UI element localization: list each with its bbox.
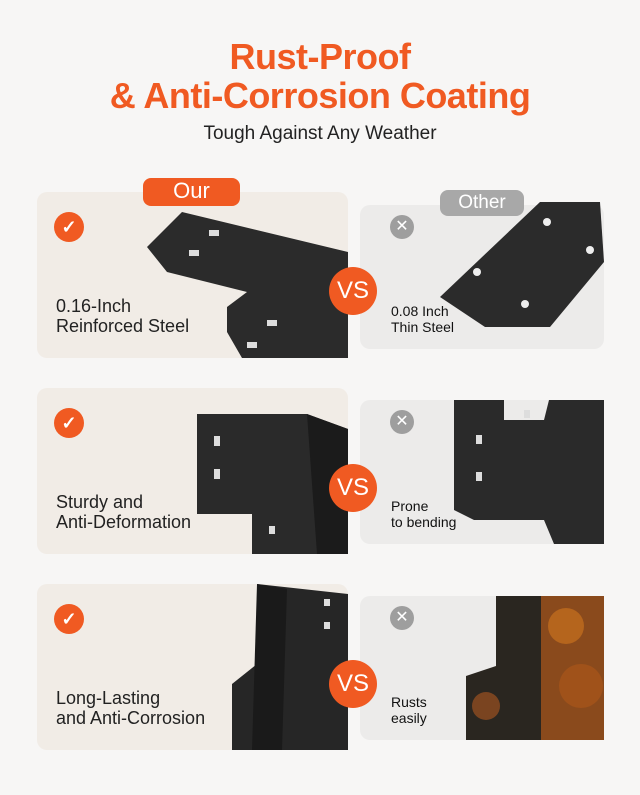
other-badge: Other	[440, 190, 524, 216]
other-feature-1: 0.08 Inch Thin Steel	[391, 303, 455, 335]
title-line-2: & Anti-Corrosion Coating	[109, 75, 531, 116]
check-icon: ✓	[54, 212, 84, 242]
vs-badge: VS	[329, 267, 377, 315]
other-bracket-image	[440, 202, 604, 327]
check-icon: ✓	[54, 408, 84, 438]
title-line-1: Rust-Proof	[229, 36, 411, 77]
our-bracket-image	[232, 584, 348, 750]
our-bracket-image	[147, 212, 348, 358]
our-feature-1: 0.16-Inch Reinforced Steel	[56, 296, 190, 336]
other-bracket-image	[454, 400, 604, 544]
other-rusty-bracket-image	[466, 596, 604, 740]
our-card-1: ✓ 0.16-Inch Reinforced Steel	[37, 192, 348, 358]
x-icon: ✕	[390, 215, 414, 239]
our-feature-2: Sturdy and Anti-Deformation	[56, 492, 192, 532]
our-badge: Our	[143, 178, 240, 206]
our-card-2: ✓ Sturdy and Anti-Deformation	[37, 388, 348, 554]
other-feature-2: Prone to bending	[391, 498, 457, 530]
other-card-1: ✕ 0.08 Inch Thin Steel	[360, 202, 604, 349]
vs-badge: VS	[329, 464, 377, 512]
other-card-2: ✕ Prone to bending	[360, 400, 604, 544]
our-bracket-image	[197, 414, 348, 554]
x-icon: ✕	[390, 606, 414, 630]
other-feature-3: Rusts easily	[391, 694, 427, 726]
check-icon: ✓	[54, 604, 84, 634]
subtitle: Tough Against Any Weather	[203, 123, 437, 144]
x-icon: ✕	[390, 410, 414, 434]
vs-badge: VS	[329, 660, 377, 708]
other-card-3: ✕ Rusts easily	[360, 596, 604, 740]
our-card-3: ✓ Long-Lasting and Anti-Corrosion	[37, 584, 348, 750]
our-feature-3: Long-Lasting and Anti-Corrosion	[56, 688, 206, 728]
